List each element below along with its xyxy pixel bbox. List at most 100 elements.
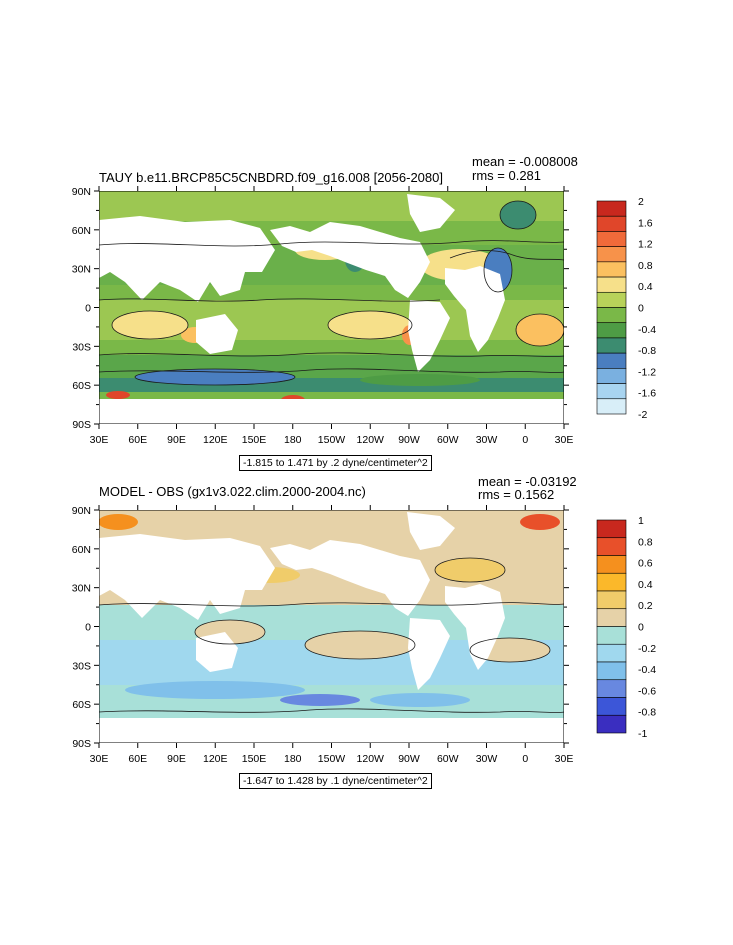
lat-label: 90N (72, 186, 91, 198)
colorbar-box (596, 322, 627, 339)
lon-label: 150W (318, 753, 346, 765)
colorbar-box (596, 368, 627, 384)
colorbar-box (596, 608, 627, 627)
lon-label: 30E (90, 434, 109, 446)
lon-label: 30W (476, 434, 498, 446)
colorbar-label: 0.2 (638, 600, 653, 612)
panel-2-map (99, 510, 564, 743)
lon-label: 60E (128, 753, 147, 765)
lon-label: 120E (203, 434, 228, 446)
colorbar-label: 0.4 (638, 281, 653, 293)
lat-label: 30N (72, 583, 91, 595)
panel-2: MODEL - OBS (gx1v3.022.clim.2000-2004.nc… (72, 474, 657, 765)
lon-label: 30E (555, 753, 574, 765)
lon-label: 30W (476, 753, 498, 765)
lat-label: 60S (72, 380, 91, 392)
lat-label: 90S (72, 419, 91, 431)
colorbar-box (596, 383, 627, 400)
colorbar-box (596, 200, 627, 217)
colorbar-box (596, 307, 627, 324)
colorbar-box (596, 276, 627, 293)
lon-label: 150E (242, 753, 267, 765)
lon-label: 120W (357, 753, 385, 765)
colorbar-label: 0 (638, 303, 644, 315)
colorbar-box (596, 291, 627, 308)
lon-label: 60E (128, 434, 147, 446)
colorbar-box (596, 572, 627, 592)
colorbar-label: -0.2 (638, 643, 656, 655)
panel-2-title: MODEL - OBS (gx1v3.022.clim.2000-2004.nc… (99, 484, 366, 499)
lon-label: 30E (90, 753, 109, 765)
colorbar-label: 1.2 (638, 239, 653, 251)
lon-label: 120W (357, 434, 385, 446)
colorbar-box (596, 679, 627, 698)
colorbar-box (596, 626, 627, 645)
lon-label: 120E (203, 753, 228, 765)
lat-label: 90N (72, 505, 91, 517)
colorbar-box (596, 261, 627, 278)
panel-1-rms: rms = 0.281 (472, 168, 541, 183)
colorbar-label: 1 (638, 515, 644, 527)
lon-label: 60W (437, 434, 459, 446)
colorbar-label: 1.6 (638, 217, 653, 229)
colorbar-label: -0.6 (638, 685, 656, 697)
colorbar-box (596, 661, 627, 681)
colorbar-box (596, 555, 627, 574)
colorbar-label: -1.6 (638, 388, 656, 400)
colorbar-box (596, 215, 627, 232)
panel-1-mean: mean = -0.008008 (472, 154, 578, 169)
lon-label: 180 (284, 434, 302, 446)
colorbar-label: -0.4 (638, 324, 656, 336)
colorbar-label: -2 (638, 409, 647, 421)
colorbar-box (596, 697, 627, 716)
panel-2-axes: 90N 60N 30N 0 30S 60S 90S 30E 60E 90E 120E 150E 180 1… (72, 505, 574, 765)
colorbar-box (596, 590, 627, 610)
lon-label: 0 (522, 434, 528, 446)
colorbar-label: 0.8 (638, 260, 653, 272)
colorbar-label: -0.8 (638, 345, 656, 357)
colorbar-box (596, 231, 627, 247)
panel-1-range-label: -1.815 to 1.471 by .2 dyne/centimeter^2 (239, 455, 432, 471)
colorbar-label: -1 (638, 728, 647, 740)
panel-1-map (99, 191, 564, 424)
lat-label: 90S (72, 738, 91, 750)
panel-1-axes: 90N 60N 30N 0 30S 60S 90S 30E 60E 90E 120E 150E 180 1… (72, 186, 574, 446)
lat-label: 60N (72, 225, 91, 237)
lon-label: 150E (242, 434, 267, 446)
colorbar-box (596, 643, 627, 663)
lat-label: 60S (72, 699, 91, 711)
colorbar-box (596, 337, 627, 354)
panel-2-range-label: -1.647 to 1.428 by .1 dyne/centimeter^2 (239, 773, 432, 789)
lon-label: 60W (437, 753, 459, 765)
lon-label: 30E (555, 434, 574, 446)
lat-label: 60N (72, 544, 91, 556)
colorbar-label: 0 (638, 622, 644, 634)
panel-1-colorbar: 2 1.6 1.2 0.8 0.4 0 -0.4 -0.8 -1.2 -1.6 -2 (596, 196, 656, 421)
panel-2-mean: mean = -0.03192 (478, 474, 577, 489)
colorbar-label: 2 (638, 196, 644, 208)
panel-1-title: TAUY b.e11.BRCP85C5CNBDRD.f09_g16.008 [2… (99, 170, 443, 185)
colorbar-label: -1.2 (638, 366, 656, 378)
lat-label: 0 (85, 622, 91, 634)
colorbar-box (596, 398, 627, 415)
lat-label: 30N (72, 264, 91, 276)
panel-2-rms: rms = 0.1562 (478, 487, 554, 502)
lon-label: 90E (167, 753, 186, 765)
colorbar-label: 0.8 (638, 536, 653, 548)
colorbar-label: -0.8 (638, 707, 656, 719)
lat-label: 30S (72, 341, 91, 353)
panel-1: TAUY b.e11.BRCP85C5CNBDRD.f09_g16.008 [2… (72, 154, 657, 446)
lat-label: 0 (85, 303, 91, 315)
lon-label: 0 (522, 753, 528, 765)
lat-label: 30S (72, 660, 91, 672)
colorbar-box (596, 352, 627, 369)
lon-label: 180 (284, 753, 302, 765)
colorbar-box (596, 714, 627, 734)
colorbar-box (596, 537, 627, 556)
lon-label: 150W (318, 434, 346, 446)
colorbar-box (596, 519, 627, 539)
lon-label: 90E (167, 434, 186, 446)
colorbar-label: -0.4 (638, 664, 656, 676)
colorbar-label: 0.6 (638, 558, 653, 570)
